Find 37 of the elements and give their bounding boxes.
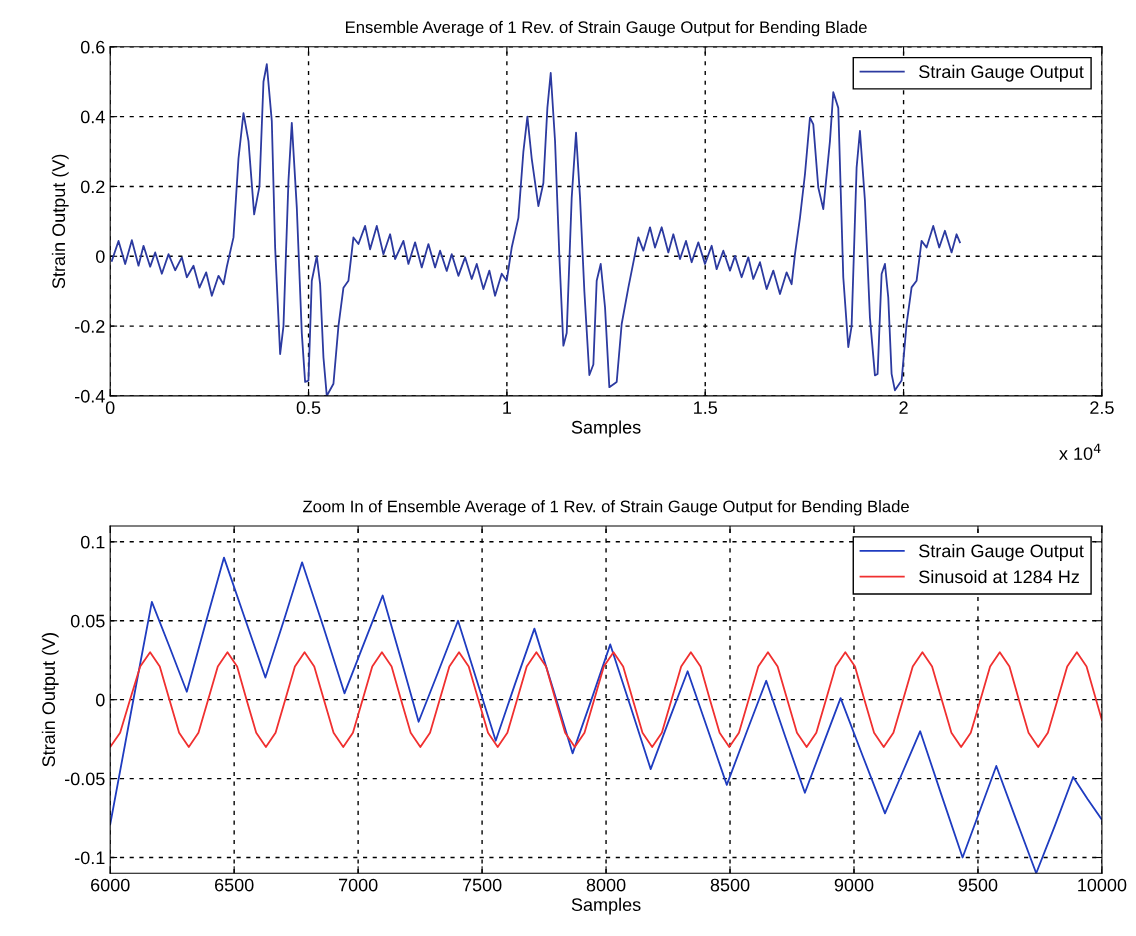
y-tick-label: 0 (96, 693, 105, 707)
x-tick-label: 6500 (214, 878, 254, 892)
y-tick-label: 0 (96, 250, 105, 263)
y-tick-label: 0.05 (70, 614, 105, 628)
y-tick-label: -0.05 (64, 772, 105, 786)
line-series (110, 651, 1102, 748)
x-tick-label: 8000 (586, 878, 626, 892)
y-tick-label: -0.4 (75, 389, 105, 403)
y-tick-label: 0.1 (80, 535, 105, 549)
legend-label: Strain Gauge Output (919, 64, 1084, 82)
x-tick-label: 10000 (1078, 878, 1127, 892)
x-axis-title: Samples (571, 897, 641, 915)
x-tick-label: 0.5 (296, 401, 321, 415)
x-tick-label: 2 (899, 401, 908, 414)
y-tick-label: 0.4 (80, 110, 105, 124)
x-tick-label: 9500 (958, 878, 998, 892)
x-tick-label: 9000 (834, 878, 874, 892)
x-tick-label: 0 (105, 401, 115, 415)
y-axis-title: Strain Output (V) (51, 154, 69, 289)
x-axis-title: Samples (571, 420, 641, 438)
x-tick-label: 1.5 (694, 401, 718, 415)
x-tick-label: 7500 (462, 878, 502, 892)
x-tick-label: 6000 (91, 878, 130, 892)
y-axis-title: Strain Output (V) (41, 633, 59, 767)
x-tick-label: 2.5 (1090, 401, 1114, 415)
text: x 10$^{4}$ (1059, 443, 1101, 460)
chart-title: Ensemble Average of 1 Rev. of Strain Gauge Output for Bending Blade (346, 20, 867, 37)
x-tick-label: 1 (503, 401, 512, 414)
y-tick-label: 0.2 (80, 180, 105, 194)
y-tick-label: -0.2 (75, 320, 105, 333)
y-tick-label: -0.1 (75, 851, 105, 865)
x-tick-label: 8500 (710, 878, 750, 892)
y-tick-label: 0.6 (80, 40, 105, 54)
legend-label: Strain Gauge Output (919, 544, 1084, 561)
chart-title: Zoom In of Ensemble Average of 1 Rev. of Strain Gauge Output for Bending Blade (303, 500, 909, 516)
x-tick-label: 7000 (338, 878, 378, 892)
legend-label: Sinusoid at 1284 Hz (919, 569, 1079, 584)
